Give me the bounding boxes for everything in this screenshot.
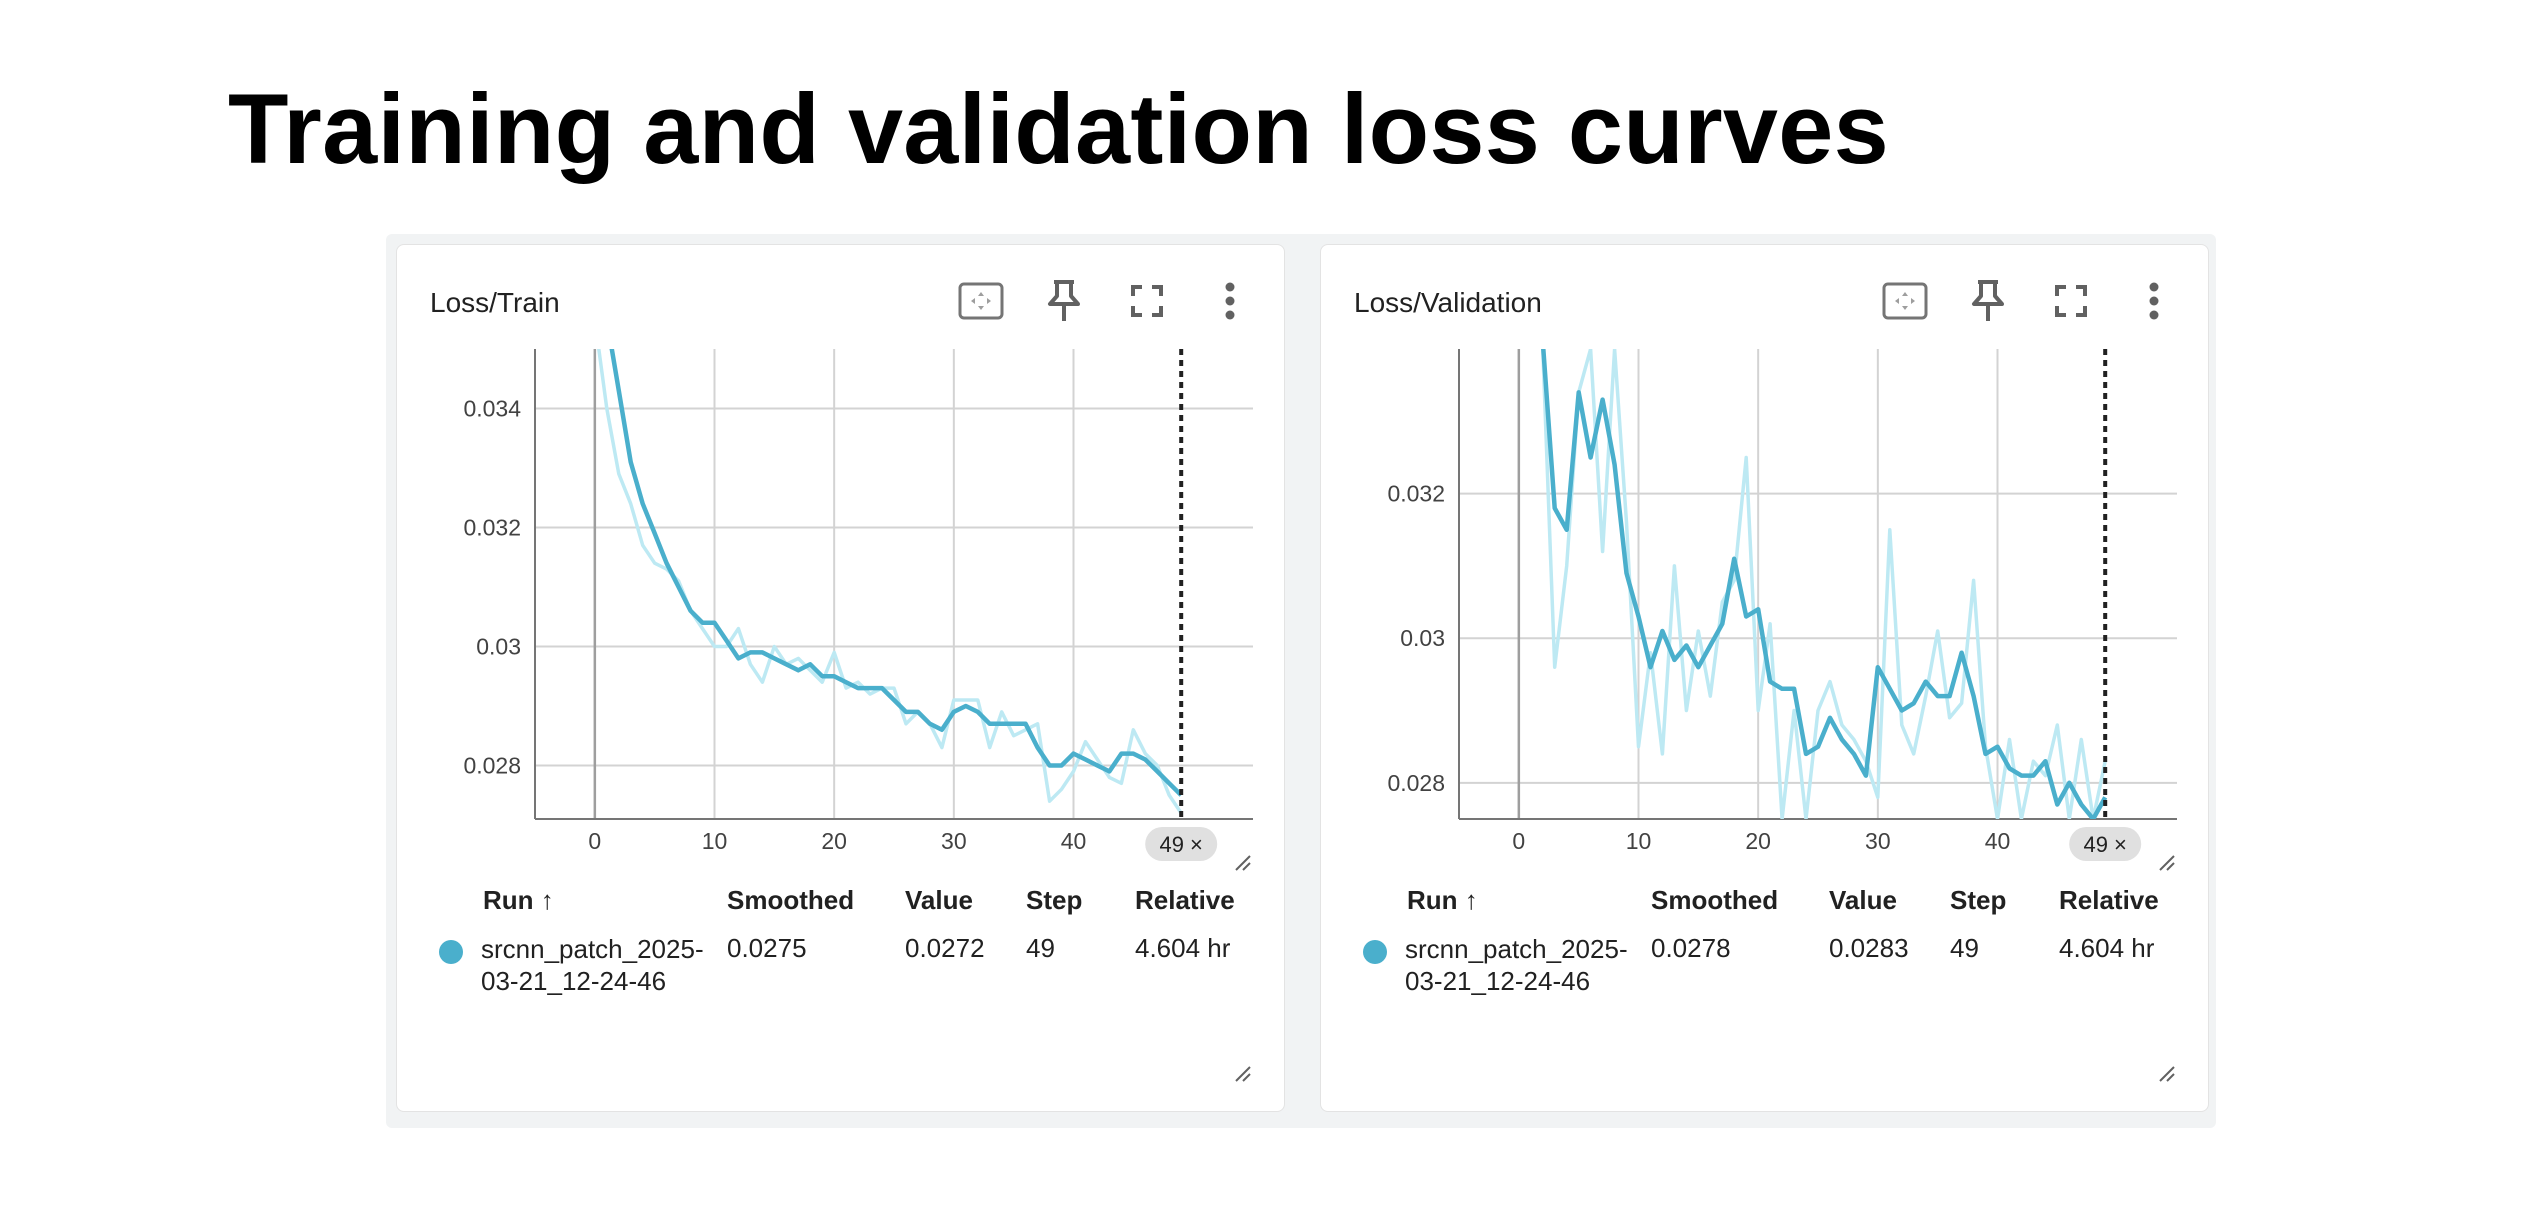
smoothed-value: 0.0278: [1651, 933, 1731, 963]
y-tick-label: 0.032: [1387, 481, 1445, 507]
header-relative[interactable]: Relative: [2059, 885, 2159, 915]
more-vert-icon: [1225, 282, 1235, 320]
chart-card-validation: Loss/Validation 0 10 20 30 40 0.028 0.03 0.032 4…: [1320, 244, 2209, 1112]
run-name: srcnn_patch_2025-03-21_12-24-46: [1405, 934, 1628, 996]
relative-value: 4.604 hr: [1135, 933, 1231, 963]
pin-icon: [1048, 280, 1080, 321]
smoothed-series-line: [1541, 349, 2108, 819]
y-tick-label: 0.028: [463, 752, 521, 778]
resize-handle-icon[interactable]: [1234, 854, 1252, 872]
fullscreen-button[interactable]: [1123, 277, 1171, 325]
smoothed-series-line: [609, 349, 1183, 797]
run-color-dot: [439, 940, 463, 964]
header-relative[interactable]: Relative: [1135, 885, 1235, 915]
header-value[interactable]: Value: [905, 885, 973, 915]
resize-handle-icon[interactable]: [2158, 854, 2176, 872]
more-vert-icon: [2149, 282, 2159, 320]
step-marker-chip: [1145, 827, 1218, 861]
dashboard-panel: Loss/Train 0 10 20 30 40 0.028 0.03 0.032 0.034 4…: [386, 234, 2216, 1128]
x-tick-label: 0: [588, 828, 601, 854]
raw-series-line: [1540, 349, 2107, 819]
x-tick-label: 30: [941, 828, 967, 854]
header-step[interactable]: Step: [1026, 885, 1083, 915]
header-run[interactable]: Run ↑: [483, 885, 554, 915]
header-smoothed[interactable]: Smoothed: [727, 885, 855, 915]
more-options-button[interactable]: [2130, 277, 2178, 325]
smoothed-value: 0.0275: [727, 933, 807, 963]
header-smoothed[interactable]: Smoothed: [1651, 885, 1779, 915]
fit-domain-icon: [1882, 282, 1928, 320]
card-title: Loss/Validation: [1354, 287, 1542, 318]
chart-plot-validation[interactable]: 0 10 20 30 40 0.028 0.03 0.032 49 ×: [1321, 349, 2210, 889]
x-tick-label: 40: [1061, 828, 1087, 854]
chart-card-train: Loss/Train 0 10 20 30 40 0.028 0.03 0.032 0.034 4…: [396, 244, 1285, 1112]
resize-handle-icon[interactable]: [2158, 1065, 2176, 1083]
pin-icon: [1972, 280, 2004, 321]
x-tick-label: 20: [821, 828, 847, 854]
x-tick-label: 0: [1512, 828, 1525, 854]
pin-button[interactable]: [1040, 277, 1088, 325]
page-title: Training and validation loss curves: [228, 73, 1889, 184]
resize-handle-icon[interactable]: [1234, 1065, 1252, 1083]
x-tick-label: 40: [1985, 828, 2011, 854]
fit-domain-icon: [958, 282, 1004, 320]
fullscreen-button[interactable]: [2047, 277, 2095, 325]
step-value: 49: [1026, 933, 1055, 963]
more-options-button[interactable]: [1206, 277, 1254, 325]
run-name: srcnn_patch_2025-03-21_12-24-46: [481, 934, 704, 996]
x-tick-label: 10: [1626, 828, 1652, 854]
y-tick-label: 0.03: [476, 633, 521, 659]
run-color-dot: [1363, 940, 1387, 964]
step-marker-label: 49 ×: [2083, 832, 2126, 857]
chart-plot-train[interactable]: 0 10 20 30 40 0.028 0.03 0.032 0.034 49 ×: [397, 349, 1286, 889]
raw-value: 0.0272: [905, 933, 985, 963]
x-tick-label: 30: [1865, 828, 1891, 854]
step-marker-chip: [2069, 827, 2142, 861]
header-step[interactable]: Step: [1950, 885, 2007, 915]
pin-button[interactable]: [1964, 277, 2012, 325]
header-run[interactable]: Run ↑: [1407, 885, 1478, 915]
card-title: Loss/Train: [430, 287, 560, 318]
x-tick-label: 10: [702, 828, 728, 854]
raw-value: 0.0283: [1829, 933, 1909, 963]
header-value[interactable]: Value: [1829, 885, 1897, 915]
x-tick-label: 20: [1745, 828, 1771, 854]
y-tick-label: 0.034: [463, 395, 521, 421]
raw-series-line: [597, 349, 1183, 815]
fullscreen-icon: [2055, 285, 2087, 317]
fit-domain-button[interactable]: [957, 277, 1005, 325]
y-tick-label: 0.032: [463, 514, 521, 540]
y-tick-label: 0.03: [1400, 625, 1445, 651]
fullscreen-icon: [1131, 285, 1163, 317]
step-marker-label: 49 ×: [1159, 832, 1202, 857]
step-value: 49: [1950, 933, 1979, 963]
fit-domain-button[interactable]: [1881, 277, 1929, 325]
relative-value: 4.604 hr: [2059, 933, 2155, 963]
y-tick-label: 0.028: [1387, 770, 1445, 796]
